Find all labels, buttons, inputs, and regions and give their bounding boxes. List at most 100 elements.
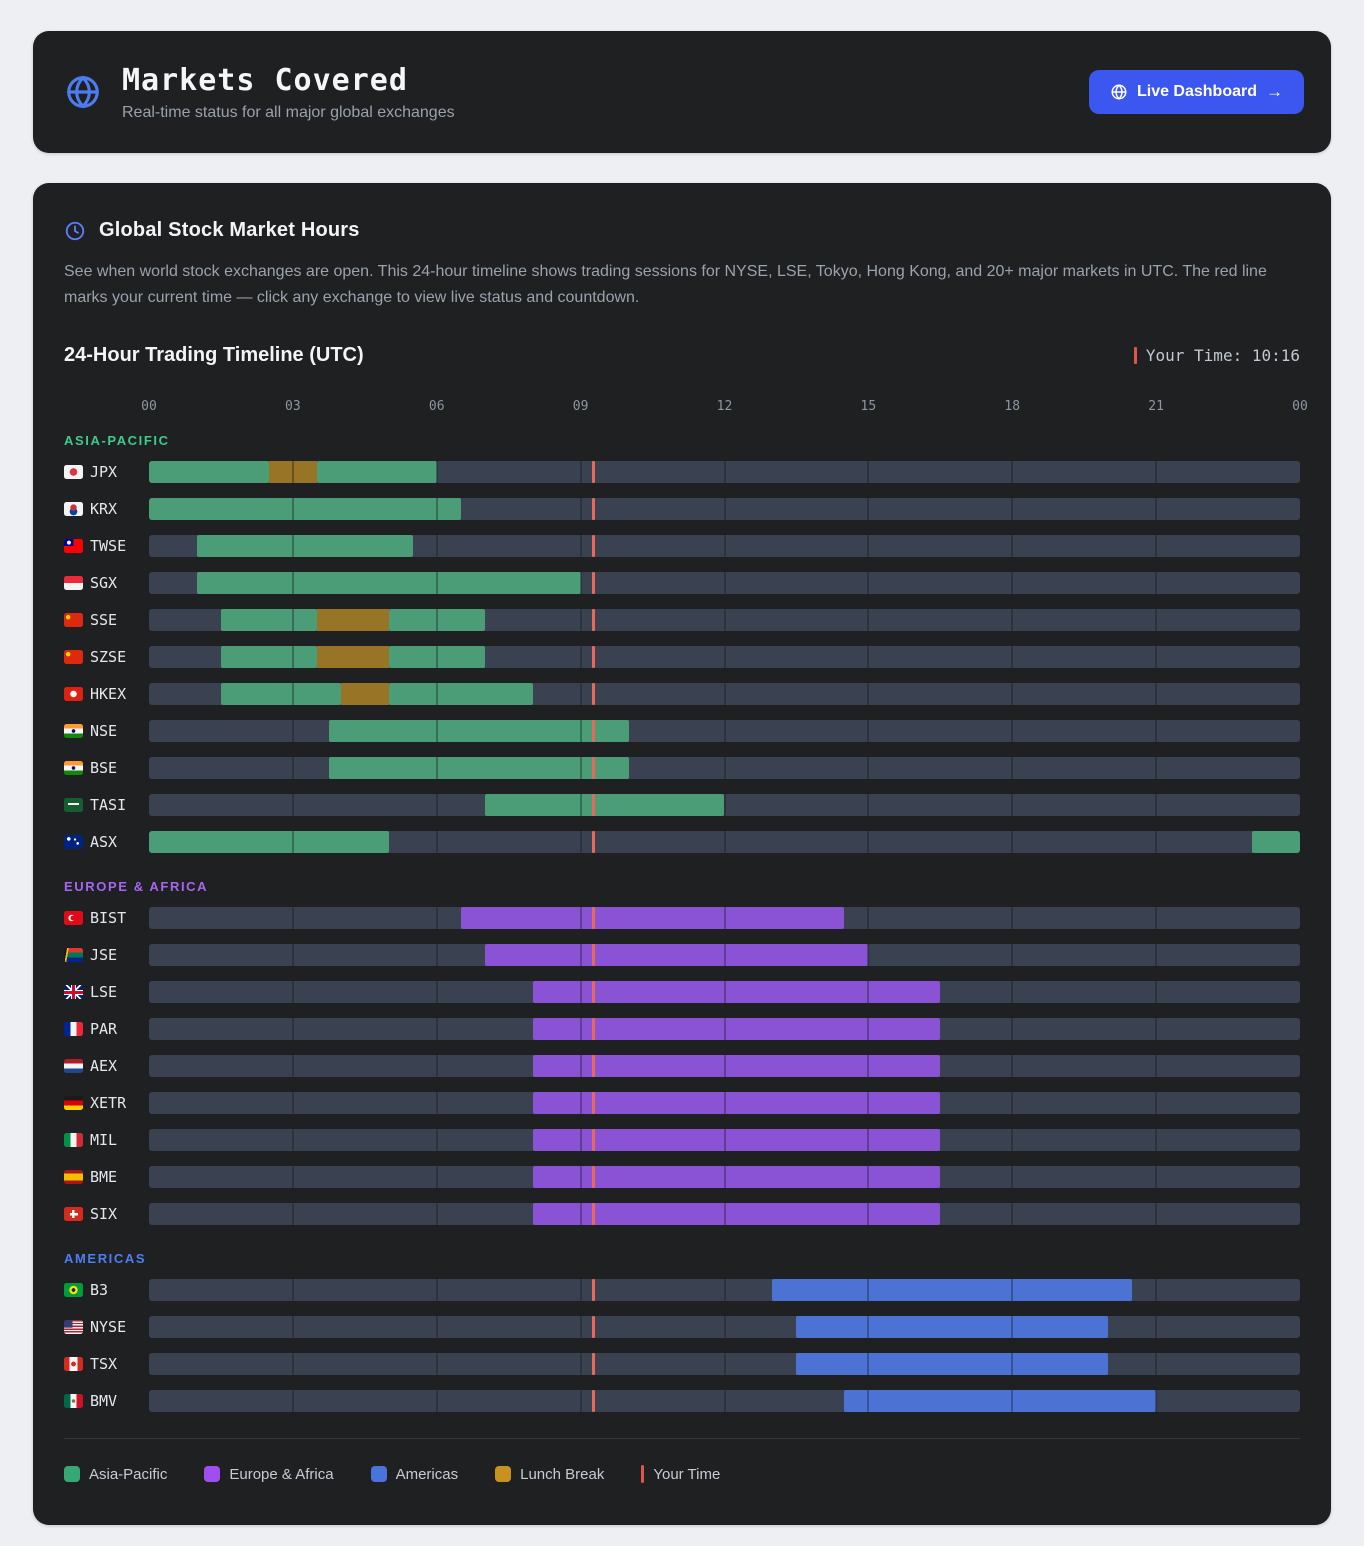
exchange-code: BME: [90, 1168, 118, 1186]
grid-separator: [723, 720, 726, 742]
grid-separator: [579, 720, 582, 742]
exchange-row-szse[interactable]: SZSE: [64, 646, 1300, 668]
grid-separator: [723, 831, 726, 853]
exchange-row-krx[interactable]: KRX: [64, 498, 1300, 520]
exchange-row-sgx[interactable]: SGX: [64, 572, 1300, 594]
grid-separator: [1155, 498, 1158, 520]
your-time-marker: [592, 1092, 596, 1114]
timeline-track: [149, 1279, 1300, 1301]
timeline-track: [149, 1316, 1300, 1338]
exchange-row-twse[interactable]: TWSE: [64, 535, 1300, 557]
grid-separator: [291, 1203, 294, 1225]
exchange-label: BIST: [64, 909, 149, 927]
exchange-code: LSE: [90, 983, 118, 1001]
grid-separator: [723, 535, 726, 557]
legend-swatch-icon: [495, 1466, 512, 1482]
exchange-row-bse[interactable]: BSE: [64, 757, 1300, 779]
exchange-row-mil[interactable]: MIL: [64, 1129, 1300, 1151]
grid-separator: [867, 1055, 870, 1077]
grid-separator: [723, 1018, 726, 1040]
exchange-row-jse[interactable]: JSE: [64, 944, 1300, 966]
timeline-track: [149, 1092, 1300, 1114]
exchange-row-hkex[interactable]: HKEX: [64, 683, 1300, 705]
session-bar: [149, 831, 389, 853]
legend-label: Americas: [395, 1465, 459, 1483]
lunch-bar: [340, 683, 389, 705]
grid-separator: [435, 1203, 438, 1225]
flag-br-icon: [64, 1283, 83, 1297]
grid-separator: [723, 794, 726, 816]
grid-separator: [435, 981, 438, 1003]
exchange-row-nyse[interactable]: NYSE: [64, 1316, 1300, 1338]
session-bar: [316, 461, 437, 483]
grid-separator: [579, 1129, 582, 1151]
exchange-row-bmv[interactable]: BMV: [64, 1390, 1300, 1412]
exchange-row-nse[interactable]: NSE: [64, 720, 1300, 742]
grid-separator: [1155, 572, 1158, 594]
exchange-row-sse[interactable]: SSE: [64, 609, 1300, 631]
header-left: Markets Covered Real-time status for all…: [64, 63, 455, 122]
flag-cn-icon: [64, 613, 83, 627]
grid-separator: [435, 1166, 438, 1188]
grid-separator: [1155, 1390, 1158, 1412]
exchange-code: NYSE: [90, 1318, 127, 1336]
exchange-row-bme[interactable]: BME: [64, 1166, 1300, 1188]
your-time-marker: [592, 535, 596, 557]
your-time-marker: [592, 609, 596, 631]
your-time-marker: [592, 461, 596, 483]
grid-separator: [579, 757, 582, 779]
grid-separator: [723, 1092, 726, 1114]
live-dashboard-button[interactable]: Live Dashboard →: [1088, 70, 1304, 114]
exchange-row-tasi[interactable]: TASI: [64, 794, 1300, 816]
globe-icon: [67, 75, 99, 109]
grid-separator: [291, 757, 294, 779]
exchange-row-aex[interactable]: AEX: [64, 1055, 1300, 1077]
grid-separator: [1155, 981, 1158, 1003]
section-header-europe-africa: EUROPE & AFRICA: [64, 879, 209, 894]
exchange-row-tsx[interactable]: TSX: [64, 1353, 1300, 1375]
exchange-row-lse[interactable]: LSE: [64, 981, 1300, 1003]
your-time-marker: [592, 1279, 596, 1301]
grid-separator: [723, 1129, 726, 1151]
axis-tick-2: 06: [428, 399, 445, 414]
timeline-track: [149, 1203, 1300, 1225]
grid-separator: [1155, 1055, 1158, 1077]
exchange-row-asx[interactable]: ASX: [64, 831, 1300, 853]
timeline-axis: 00 03 06 09 12 15 18 21 00: [141, 399, 1308, 415]
exchange-code: BIST: [90, 909, 127, 927]
grid-separator: [291, 535, 294, 557]
grid-separator: [435, 498, 438, 520]
session-bar: [844, 1390, 1157, 1412]
exchange-row-par[interactable]: PAR: [64, 1018, 1300, 1040]
your-time-tick-icon: [1133, 347, 1137, 364]
grid-separator: [579, 1166, 582, 1188]
grid-separator: [291, 981, 294, 1003]
exchange-row-jpx[interactable]: JPX: [64, 461, 1300, 483]
card-heading: Global Stock Market Hours: [64, 219, 1300, 242]
exchange-label: PAR: [64, 1020, 149, 1038]
grid-separator: [435, 461, 438, 483]
exchange-code: BMV: [90, 1392, 118, 1410]
grid-separator: [435, 1316, 438, 1338]
your-time-marker: [592, 1018, 596, 1040]
grid-separator: [1011, 1279, 1014, 1301]
grid-separator: [1011, 461, 1014, 483]
grid-separator: [579, 1203, 582, 1225]
exchange-row-six[interactable]: SIX: [64, 1203, 1300, 1225]
grid-separator: [867, 1353, 870, 1375]
page-subtitle: Real-time status for all major global ex…: [122, 103, 455, 121]
exchange-row-bist[interactable]: BIST: [64, 907, 1300, 929]
grid-separator: [723, 1203, 726, 1225]
grid-separator: [579, 981, 582, 1003]
exchange-row-xetr[interactable]: XETR: [64, 1092, 1300, 1114]
grid-separator: [579, 1279, 582, 1301]
grid-separator: [291, 1166, 294, 1188]
grid-separator: [579, 572, 582, 594]
grid-separator: [723, 757, 726, 779]
flag-de-icon: [64, 1096, 83, 1110]
session-bar: [532, 1018, 941, 1040]
flag-ch-icon: [64, 1207, 83, 1221]
session-bar: [532, 1092, 941, 1114]
exchange-row-b3[interactable]: B3: [64, 1279, 1300, 1301]
legend-label: Asia-Pacific: [89, 1465, 168, 1483]
